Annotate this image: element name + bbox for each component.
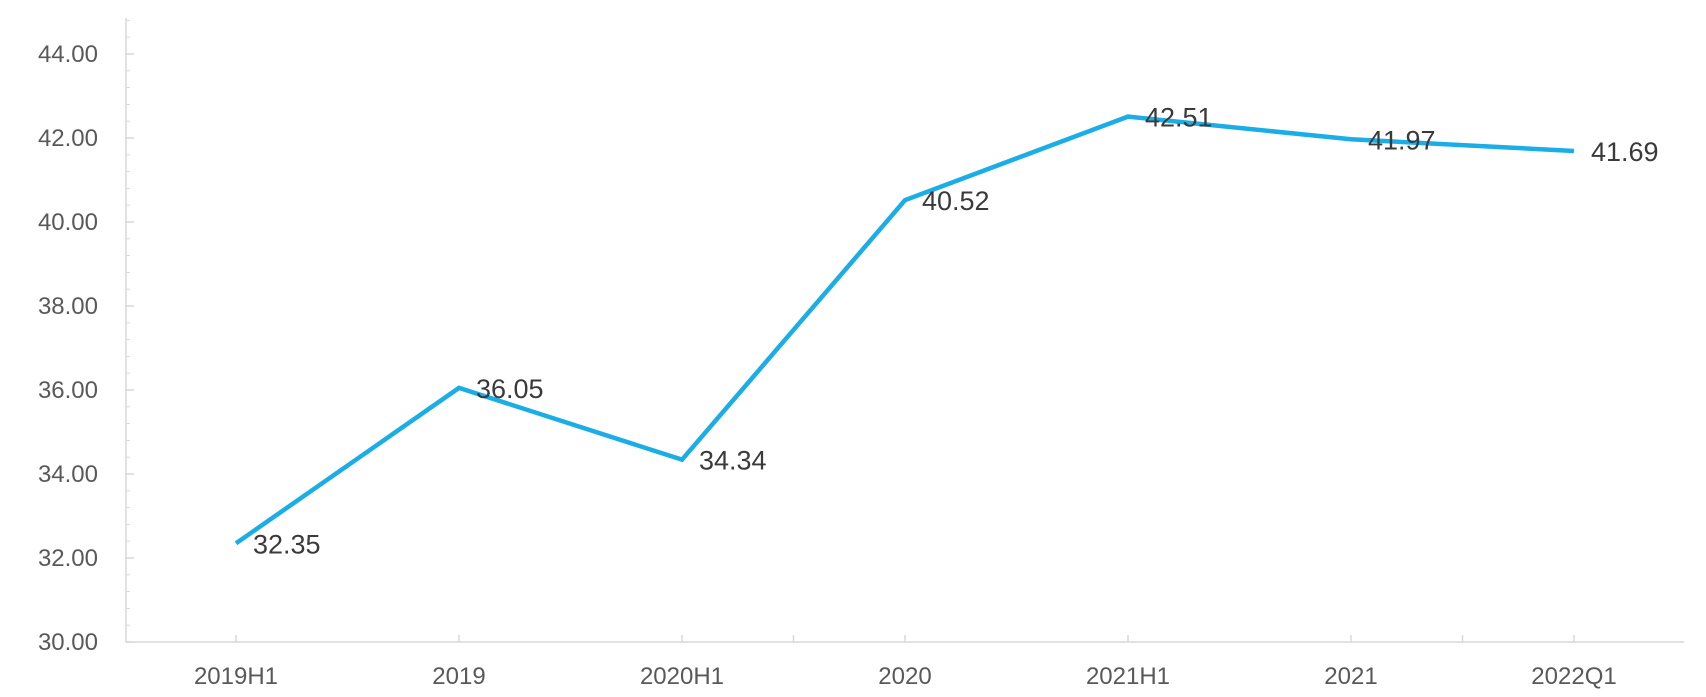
data-point <box>1349 137 1353 141</box>
y-tick-label: 34.00 <box>38 461 98 488</box>
data-label: 40.52 <box>922 186 990 216</box>
y-tick-label: 30.00 <box>38 629 98 656</box>
y-tick-label: 40.00 <box>38 209 98 236</box>
data-label: 42.51 <box>1145 103 1213 133</box>
x-tick-label: 2021 <box>1324 663 1377 690</box>
y-tick-label: 44.00 <box>38 41 98 68</box>
data-label: 36.05 <box>476 374 544 404</box>
x-tick-label: 2022Q1 <box>1531 663 1616 690</box>
data-label: 41.69 <box>1591 137 1659 167</box>
x-tick-label: 2019H1 <box>194 663 278 690</box>
x-axis-tick-labels: 2019H1 2019 2020H1 2020 2021H1 2021 2022Q1 <box>194 663 1617 690</box>
data-label: 34.34 <box>699 446 767 476</box>
y-axis-tick-labels: 30.00 32.00 34.00 36.00 38.00 40.00 42.00 44.00 <box>38 41 98 656</box>
axes-layer <box>125 18 1684 643</box>
data-point <box>1572 149 1576 153</box>
data-label: 41.97 <box>1368 125 1436 155</box>
y-tick-label: 38.00 <box>38 293 98 320</box>
y-tick-label: 36.00 <box>38 377 98 404</box>
data-point <box>234 541 238 545</box>
data-point <box>1126 115 1130 119</box>
data-label: 32.35 <box>253 529 321 559</box>
data-point <box>903 198 907 202</box>
series-line <box>234 114 1575 546</box>
y-tick-label: 32.00 <box>38 545 98 572</box>
data-point <box>457 386 461 390</box>
y-tick-label: 42.00 <box>38 125 98 152</box>
x-tick-label: 2021H1 <box>1086 663 1170 690</box>
data-labels: 32.35 36.05 34.34 40.52 42.51 41.97 41.69 <box>253 103 1659 560</box>
series-layer <box>234 114 1576 546</box>
x-tick-label: 2020 <box>878 663 931 690</box>
x-tick-label: 2019 <box>432 663 485 690</box>
x-tick-label: 2020H1 <box>640 663 724 690</box>
data-point <box>680 458 684 462</box>
